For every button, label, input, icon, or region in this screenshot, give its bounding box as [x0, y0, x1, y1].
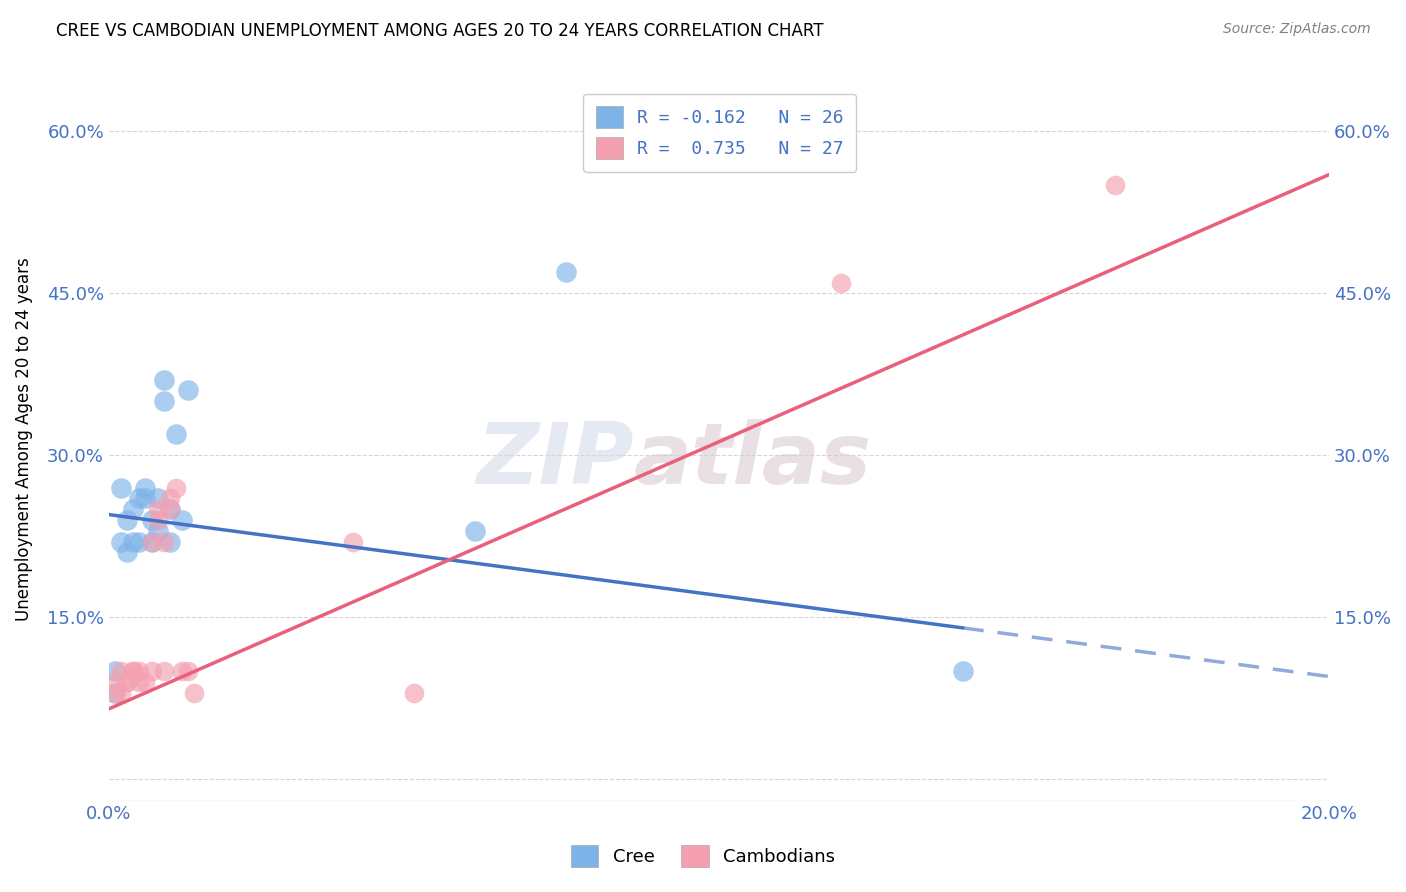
- Point: [146, 491, 169, 506]
- Point: [128, 491, 150, 506]
- Point: [830, 276, 852, 290]
- Point: [555, 265, 578, 279]
- Point: [159, 502, 181, 516]
- Point: [152, 664, 174, 678]
- Point: [342, 534, 364, 549]
- Point: [402, 686, 425, 700]
- Point: [172, 513, 194, 527]
- Point: [952, 664, 974, 678]
- Point: [128, 534, 150, 549]
- Point: [177, 664, 200, 678]
- Point: [104, 686, 127, 700]
- Point: [152, 534, 174, 549]
- Point: [146, 502, 169, 516]
- Point: [110, 481, 132, 495]
- Y-axis label: Unemployment Among Ages 20 to 24 years: Unemployment Among Ages 20 to 24 years: [15, 257, 32, 621]
- Text: CREE VS CAMBODIAN UNEMPLOYMENT AMONG AGES 20 TO 24 YEARS CORRELATION CHART: CREE VS CAMBODIAN UNEMPLOYMENT AMONG AGE…: [56, 22, 824, 40]
- Point: [159, 491, 181, 506]
- Point: [122, 502, 145, 516]
- Point: [122, 664, 145, 678]
- Point: [141, 534, 163, 549]
- Point: [104, 664, 127, 678]
- Point: [159, 502, 181, 516]
- Point: [146, 513, 169, 527]
- Point: [141, 664, 163, 678]
- Point: [146, 524, 169, 538]
- Point: [134, 491, 156, 506]
- Point: [1104, 178, 1126, 193]
- Point: [134, 674, 156, 689]
- Point: [115, 674, 138, 689]
- Point: [464, 524, 486, 538]
- Point: [172, 664, 194, 678]
- Point: [115, 674, 138, 689]
- Point: [104, 686, 127, 700]
- Point: [165, 481, 187, 495]
- Legend: Cree, Cambodians: Cree, Cambodians: [564, 838, 842, 874]
- Legend: R = -0.162   N = 26, R =  0.735   N = 27: R = -0.162 N = 26, R = 0.735 N = 27: [583, 94, 856, 172]
- Text: atlas: atlas: [634, 419, 872, 502]
- Point: [159, 534, 181, 549]
- Point: [122, 664, 145, 678]
- Point: [152, 373, 174, 387]
- Point: [110, 686, 132, 700]
- Point: [115, 513, 138, 527]
- Point: [122, 534, 145, 549]
- Text: ZIP: ZIP: [475, 419, 634, 502]
- Point: [104, 674, 127, 689]
- Point: [183, 686, 205, 700]
- Point: [134, 481, 156, 495]
- Point: [128, 674, 150, 689]
- Point: [110, 664, 132, 678]
- Point: [177, 384, 200, 398]
- Point: [165, 426, 187, 441]
- Point: [141, 513, 163, 527]
- Point: [141, 534, 163, 549]
- Point: [128, 664, 150, 678]
- Point: [110, 534, 132, 549]
- Point: [115, 545, 138, 559]
- Text: Source: ZipAtlas.com: Source: ZipAtlas.com: [1223, 22, 1371, 37]
- Point: [152, 394, 174, 409]
